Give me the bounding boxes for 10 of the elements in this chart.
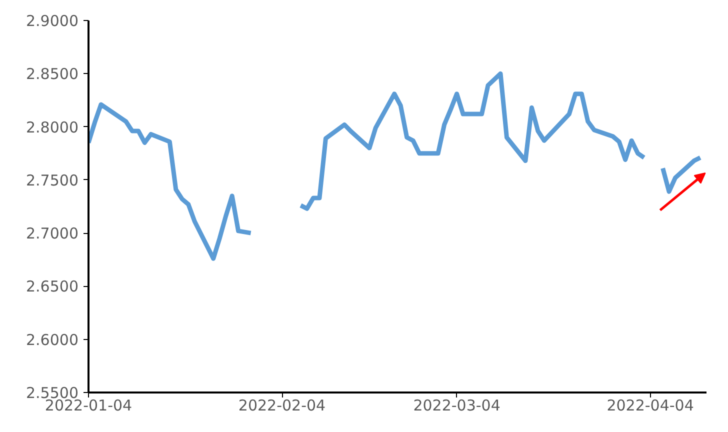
x-tick-label: 2022-02-04	[238, 396, 326, 414]
y-tick-label: 2.7000	[26, 224, 79, 243]
y-tick-label: 2.8500	[26, 65, 79, 84]
y-tick-label: 2.8000	[26, 118, 79, 136]
y-tick-label: 2.9000	[26, 12, 79, 30]
y-tick-label: 2.6500	[26, 278, 79, 296]
y-tick-label: 2.6000	[26, 330, 79, 349]
y-tick-label: 2.7500	[26, 171, 79, 190]
x-tick-label: 2022-03-04	[413, 396, 500, 414]
x-tick-label: 2022-04-04	[606, 396, 694, 414]
